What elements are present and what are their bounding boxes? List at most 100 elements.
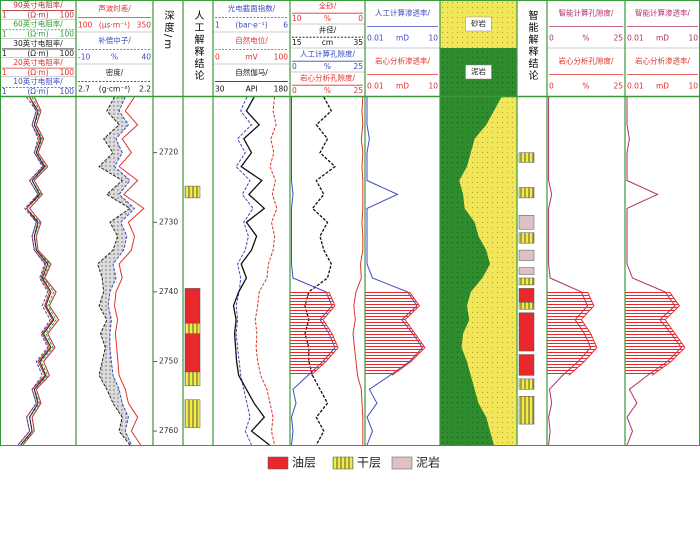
scale-unit: % (111, 53, 118, 62)
scale-max: 180 (274, 85, 289, 94)
hatch-fill (625, 291, 685, 376)
hatch-fill (290, 291, 338, 376)
scale-max: 100 (60, 49, 75, 58)
scale-min: 1 (2, 87, 7, 96)
track (97, 97, 145, 445)
scale-min: 0.01 (367, 33, 384, 42)
scale-min: -10 (78, 53, 90, 62)
interp-layer (518, 232, 535, 244)
scale-min: 0.01 (627, 33, 644, 42)
interp-title: 人工解释结论 (192, 10, 204, 82)
curve (310, 291, 339, 376)
curve-name: 60英寸电阻率/ (13, 19, 63, 29)
scale-max: 25 (353, 86, 363, 95)
interp-layer (518, 396, 535, 425)
scale-max: 100 (274, 53, 289, 62)
interp-title: 智能解释结论 (526, 9, 538, 82)
interp-layer (518, 277, 535, 286)
track (290, 97, 364, 445)
scale-max: 350 (137, 21, 152, 30)
scale-min: 30 (215, 85, 225, 94)
curve (352, 97, 364, 445)
curve (232, 97, 270, 445)
interp-layer (518, 215, 535, 230)
scale-max: 10 (688, 81, 698, 90)
interp-layer (518, 312, 535, 352)
depth-tick-label: 2730 (159, 217, 178, 226)
curve-name: 全砂/ (319, 1, 337, 11)
track (184, 185, 201, 428)
scale-unit: (bar·e⁻¹) (235, 21, 267, 30)
scale-min: 0 (292, 62, 297, 71)
depth-tick-label: 2750 (159, 356, 178, 365)
interp-layer (518, 249, 535, 261)
scale-unit: (Ω·m) (27, 10, 48, 19)
curve (22, 97, 60, 445)
label-box (465, 64, 492, 80)
track (547, 97, 598, 445)
interp-layer (184, 288, 201, 324)
curve-name: 人工计算渗透率/ (375, 7, 430, 17)
legend-label: 泥岩 (416, 455, 440, 470)
scale-unit: mV (245, 53, 258, 62)
scale-min: 15 (292, 38, 302, 47)
scale-unit: % (582, 81, 589, 90)
scale-max: 10 (428, 33, 438, 42)
curve-name: 30英寸电阻率/ (13, 38, 63, 48)
curve-name: 光电截面指数/ (228, 3, 276, 13)
curve-name: 自然电位/ (235, 35, 268, 45)
scale-unit: (Ω·m) (27, 30, 48, 39)
depth-title: 深度/m (162, 10, 174, 51)
scale-unit: (Ω·m) (27, 49, 48, 58)
sand-fill (459, 97, 517, 445)
legend-label: 油层 (292, 456, 316, 470)
curve-name: 岩心分析渗透率/ (375, 55, 430, 65)
curve-name: 90英寸电阻率/ (13, 0, 63, 9)
scale-min: 1 (2, 68, 7, 77)
curve (107, 97, 136, 445)
interp-layer (518, 378, 535, 390)
curve-name: 20英寸电阻率/ (13, 57, 63, 67)
scale-unit: mD (656, 33, 669, 42)
scale-unit: (g·cm⁻³) (99, 85, 130, 94)
scale-min: 1 (2, 10, 7, 19)
scale-unit: mD (656, 81, 669, 90)
scale-max: 100 (60, 30, 75, 39)
curve (97, 97, 131, 445)
curve-name: 智能计算渗透率/ (635, 7, 690, 17)
curve (568, 291, 598, 376)
curve (651, 291, 686, 376)
curve (17, 97, 51, 445)
curve-name: 密度/ (106, 67, 124, 77)
track (518, 152, 535, 425)
scale-min: 1 (215, 21, 220, 30)
scale-max: 0 (358, 14, 363, 23)
scale-min: 10 (292, 14, 302, 23)
curve-name: 补偿中子/ (98, 35, 131, 45)
scale-min: 0 (215, 53, 220, 62)
litho-label: 砂岩 (471, 18, 486, 28)
depth-tick-label: 2720 (159, 148, 178, 157)
fill-between (97, 97, 135, 445)
scale-unit: % (324, 62, 331, 71)
depth-tick-label: 2740 (159, 287, 178, 296)
interp-layer (518, 302, 535, 310)
interp-layer (518, 267, 535, 275)
legend-swatch (267, 456, 289, 470)
scale-max: 10 (688, 33, 698, 42)
curve (20, 97, 55, 445)
interp-layer (518, 187, 535, 199)
curve (304, 97, 337, 445)
scale-max: 2.2 (139, 85, 151, 94)
curve-name: 井径/ (319, 25, 337, 35)
curve-name: 声波时差/ (98, 3, 131, 13)
scale-max: 100 (60, 68, 75, 77)
curve-name: 岩心分析渗透率/ (635, 55, 690, 65)
hatch-fill (365, 291, 425, 376)
track (625, 97, 686, 445)
interp-layer (184, 333, 201, 373)
curve-name: 智能计算孔隙度/ (558, 7, 613, 17)
curve (113, 97, 145, 445)
